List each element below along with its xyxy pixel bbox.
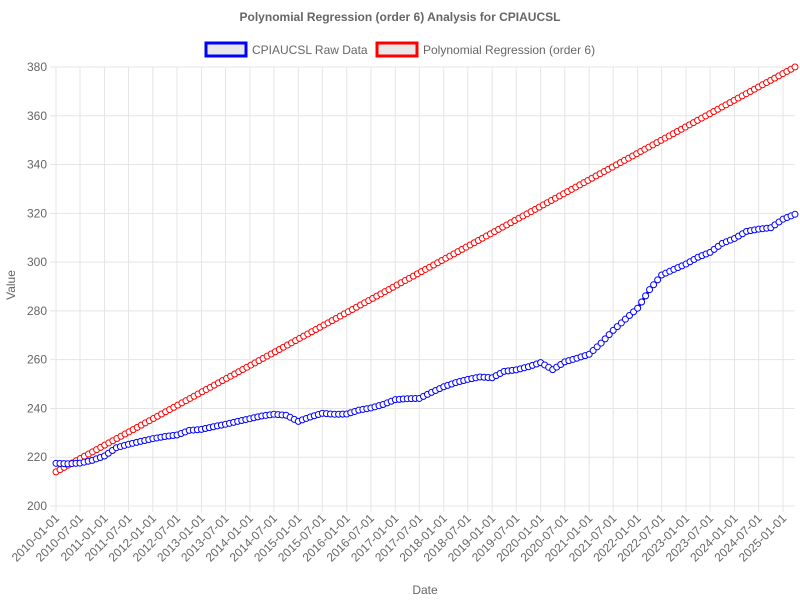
y-tick-label: 260: [27, 353, 47, 367]
raw-data-point: [646, 286, 654, 294]
raw-data-point: [638, 298, 646, 306]
y-tick-label: 200: [27, 499, 47, 513]
chart-title: Polynomial Regression (order 6) Analysis…: [240, 10, 561, 24]
y-tick-label: 280: [27, 304, 47, 318]
raw-data-point: [791, 210, 799, 218]
legend-swatch-raw: [204, 41, 248, 58]
y-tick-label: 300: [27, 255, 47, 269]
legend[interactable]: CPIAUCSL Raw Data Polynomial Regression …: [204, 41, 595, 58]
y-tick-label: 360: [27, 109, 47, 123]
raw-data-point: [642, 292, 650, 300]
legend-item-regression[interactable]: Polynomial Regression (order 6): [375, 41, 595, 58]
regression-point: [791, 63, 799, 71]
y-tick-label: 240: [27, 401, 47, 415]
raw-data-point: [654, 276, 662, 284]
x-tick-labels: 2010-01-012010-07-012011-01-012011-07-01…: [9, 511, 790, 565]
x-axis-title: Date: [412, 583, 438, 597]
raw-data-line: [55, 212, 796, 466]
y-axis-title: Value: [4, 270, 18, 300]
y-tick-label: 380: [27, 60, 47, 74]
legend-item-raw[interactable]: CPIAUCSL Raw Data: [204, 41, 368, 58]
legend-label-raw: CPIAUCSL Raw Data: [252, 43, 368, 57]
raw-data-point: [650, 281, 658, 289]
raw-data-point: [605, 331, 613, 339]
raw-data-point: [601, 335, 609, 343]
y-tick-label: 340: [27, 158, 47, 172]
legend-swatch-regression: [375, 41, 419, 58]
raw-data-point: [634, 304, 642, 312]
legend-label-regression: Polynomial Regression (order 6): [423, 43, 595, 57]
y-tick-labels: 200 220 240 260 280 300 320 340 360 380: [27, 60, 47, 513]
series-raw: [52, 210, 799, 468]
y-tick-label: 220: [27, 450, 47, 464]
raw-data-point: [597, 339, 605, 347]
y-tick-label: 320: [27, 206, 47, 220]
